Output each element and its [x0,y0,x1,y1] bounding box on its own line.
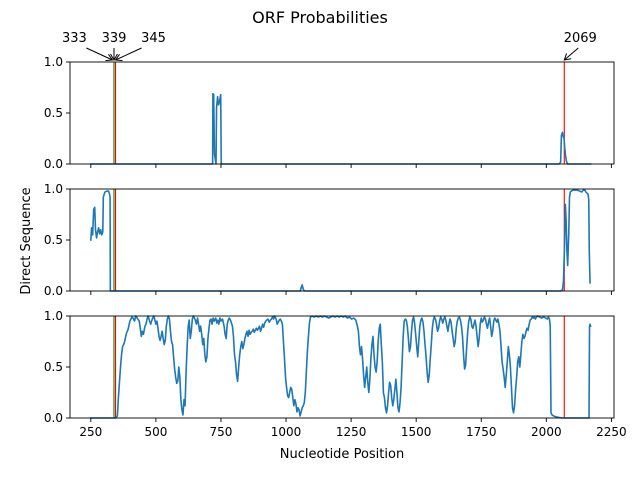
x-tick-label: 250 [79,425,102,439]
y-tick-label: 0.5 [44,106,63,120]
x-tick-label: 2250 [596,425,627,439]
x-tick-label: 1500 [401,425,432,439]
annotation-arrowhead [105,54,114,62]
x-tick-label: 500 [144,425,167,439]
series-line-frame-2 [89,189,591,292]
y-tick-label: 0.0 [44,284,63,298]
panels-layer: 0.0 0.5 1.0 0.0 0.5 1.0 0.0 0.5 1.0 250 500 750 1000… [44,55,627,439]
x-tick-label: 2000 [531,425,562,439]
x-tick-label: 750 [210,425,233,439]
x-tick-label: 1000 [271,425,302,439]
annotation-arrowhead [114,54,123,62]
annotation-label: 345 [141,31,166,46]
x-tick-label: 1250 [336,425,367,439]
annotation-layer: 333 339 345 2069 [62,31,597,62]
y-tick-label: 1.0 [44,55,63,69]
annotation-label: 333 [62,31,87,46]
series-line-frame-1 [90,92,592,165]
annotation-arrow [563,47,579,61]
x-tick-label: 1750 [466,425,497,439]
chart-title: ORF Probabilities [252,8,388,27]
y-tick-label: 0.5 [44,360,63,374]
x-axis-label: Nucleotide Position [280,447,404,462]
panel-frame-2: 0.0 0.5 1.0 [44,182,615,298]
y-tick-label: 0.5 [44,233,63,247]
y-tick-label: 0.0 [44,411,63,425]
panel-frame-3: 0.0 0.5 1.0 250 500 750 1000 1250 1500 1750 2000 22… [44,309,627,439]
panel-frame-1: 0.0 0.5 1.0 [44,55,615,171]
annotation-label: 2069 [564,31,597,46]
y-tick-label: 1.0 [44,309,63,323]
series-line-frame-3 [90,315,592,419]
annotation-arrow [115,47,142,61]
y-tick-label: 0.0 [44,157,63,171]
y-axis-label: Direct Sequence [19,187,34,294]
annotation-arrowhead [563,53,572,61]
y-tick-label: 1.0 [44,182,63,196]
annotation-arrowhead [110,53,118,61]
annotation-label: 339 [102,31,127,46]
annotation-arrow [86,47,113,61]
